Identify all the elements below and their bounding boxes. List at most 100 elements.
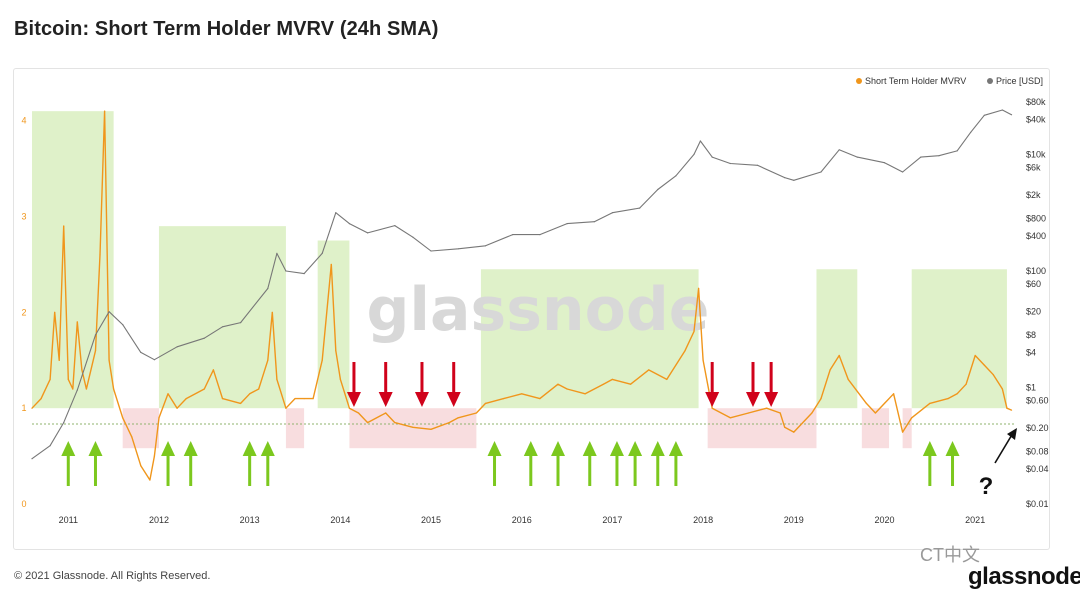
price-point-44 [883,162,886,164]
left-tick-3: 3 [21,212,26,222]
price-point-35 [699,140,702,142]
price-point-8 [153,359,155,361]
mvrv-point-30 [258,388,260,390]
mvrv-point-53 [503,398,505,400]
mvrv-point-55 [539,398,541,400]
mvrv-point-13 [104,110,106,112]
mvrv-point-18 [140,465,142,467]
red-zone-1 [285,408,305,449]
mvrv-point-81 [874,412,877,414]
right-tick-5: $800 [1026,213,1046,223]
mvrv-point-66 [698,287,700,289]
right-tick-12: $1 [1026,382,1036,392]
mvrv-point-46 [394,422,396,424]
mvrv-point-4 [58,359,60,361]
mvrv-point-31 [267,359,269,361]
legend-mvrv-label[interactable]: Short Term Holder MVRV [865,76,966,86]
legend-price-swatch [987,78,993,84]
price-point-0 [31,458,33,460]
mvrv-point-50 [457,417,459,419]
green-arrow-head-13 [668,441,683,456]
mvrv-point-58 [584,393,586,395]
mvrv-point-70 [747,412,750,414]
right-tick-11: $4 [1026,347,1036,357]
legend-price-label[interactable]: Price [USD] [996,76,1043,86]
mvrv-point-17 [131,436,133,438]
mvrv-point-51 [475,412,477,414]
green-zone-4 [816,269,858,409]
mvrv-point-76 [820,398,822,400]
red-zone-5 [902,408,912,449]
zone-layer [32,111,1007,449]
mvrv-point-87 [947,398,949,400]
price-point-12 [240,322,242,324]
red-arrow-head-0 [346,392,361,407]
mvrv-point-69 [729,417,731,419]
green-zone-0 [32,111,114,409]
green-arrow-head-4 [242,441,257,456]
price-point-30 [611,212,614,214]
price-point-24 [457,248,459,250]
price-point-3 [76,389,78,391]
right-tick-3: $6k [1026,162,1041,172]
mvrv-point-20 [153,455,155,457]
green-arrow-head-10 [609,441,624,456]
right-tick-8: $60 [1026,279,1041,289]
mvrv-point-84 [902,431,904,433]
price-point-27 [539,234,541,236]
price-point-50 [983,114,985,116]
green-arrow-head-1 [88,441,103,456]
price-point-46 [920,156,922,158]
mvrv-point-28 [240,402,242,404]
mvrv-point-21 [158,417,160,419]
price-point-9 [176,346,178,348]
price-point-17 [321,252,323,254]
price-point-4 [94,334,97,336]
price-point-34 [693,153,695,155]
mvrv-point-85 [911,417,913,419]
green-arrow-head-6 [487,441,502,456]
right-tick-15: $0.08 [1026,446,1049,456]
left-tick-1: 1 [21,403,26,413]
mvrv-point-49 [448,422,450,424]
mvrv-point-12 [99,254,101,256]
mvrv-point-67 [702,359,704,361]
price-point-21 [394,225,396,227]
right-tick-7: $100 [1026,266,1046,276]
red-arrow-head-5 [745,392,760,407]
mvrv-point-39 [330,263,332,266]
mvrv-point-33 [276,378,278,380]
mvrv-point-23 [176,407,178,409]
mvrv-point-24 [185,398,187,400]
mvrv-point-61 [630,383,632,385]
green-arrow-head-9 [582,441,597,456]
x-tick-2016: 2016 [512,515,532,525]
price-point-37 [729,162,731,165]
mvrv-point-86 [929,402,931,404]
mvrv-point-80 [865,402,868,404]
mvrv-point-35 [294,398,296,400]
mvrv-point-83 [893,393,895,395]
mvrv-point-74 [793,431,795,433]
mvrv-point-5 [63,225,65,227]
price-point-48 [956,150,958,152]
green-zone-5 [911,269,1007,409]
mvrv-point-7 [72,388,74,390]
right-tick-2: $10k [1026,149,1046,159]
price-point-10 [203,337,205,339]
mvrv-point-72 [779,412,781,414]
x-tick-2012: 2012 [149,515,169,525]
mvrv-point-45 [385,412,387,414]
mvrv-point-79 [847,378,849,380]
mvrv-point-64 [684,350,686,352]
mvrv-point-0 [31,407,33,409]
wechat-watermark: CT中文 [920,545,980,565]
price-point-1 [49,445,51,447]
mvrv-point-75 [811,412,813,414]
mvrv-point-29 [249,393,251,395]
green-arrow-head-0 [61,441,76,456]
green-arrow-head-3 [183,441,198,456]
price-point-16 [303,273,305,275]
mvrv-point-25 [203,388,205,390]
